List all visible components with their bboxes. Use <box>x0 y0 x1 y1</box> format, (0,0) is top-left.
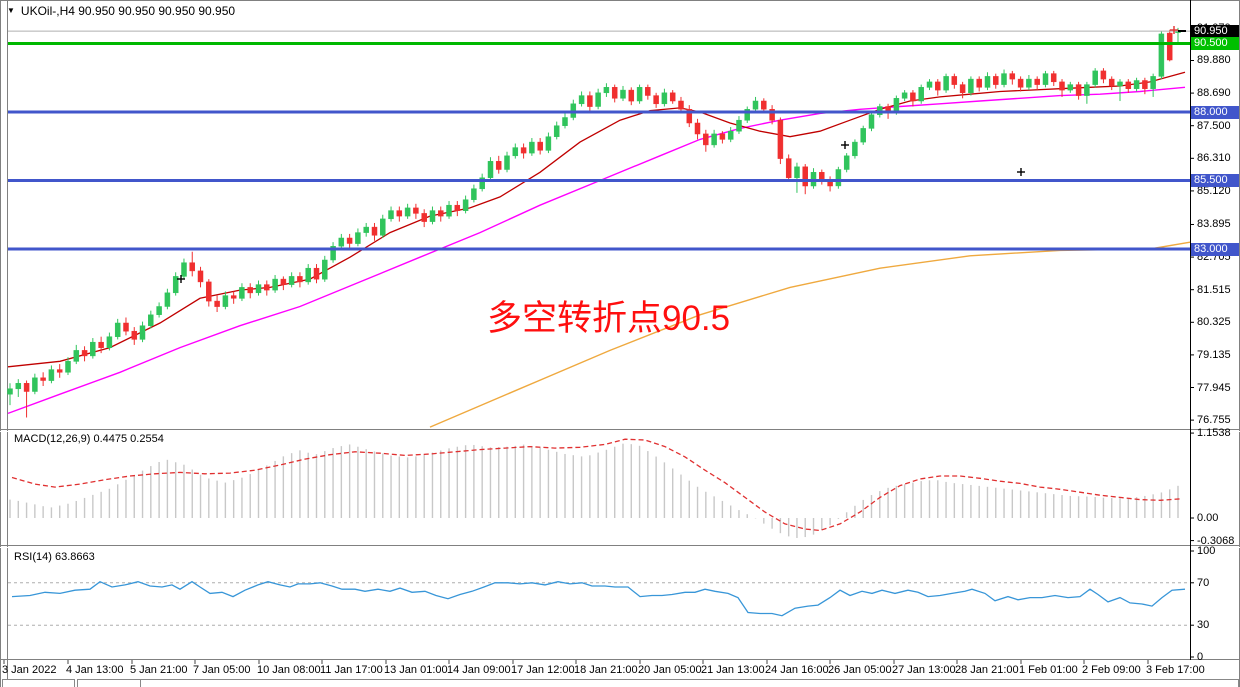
chart-canvas[interactable] <box>0 0 1240 687</box>
mt4-chart-window: ▼ UKOil-,H4 90.950 90.950 90.950 90.950 … <box>0 0 1240 687</box>
